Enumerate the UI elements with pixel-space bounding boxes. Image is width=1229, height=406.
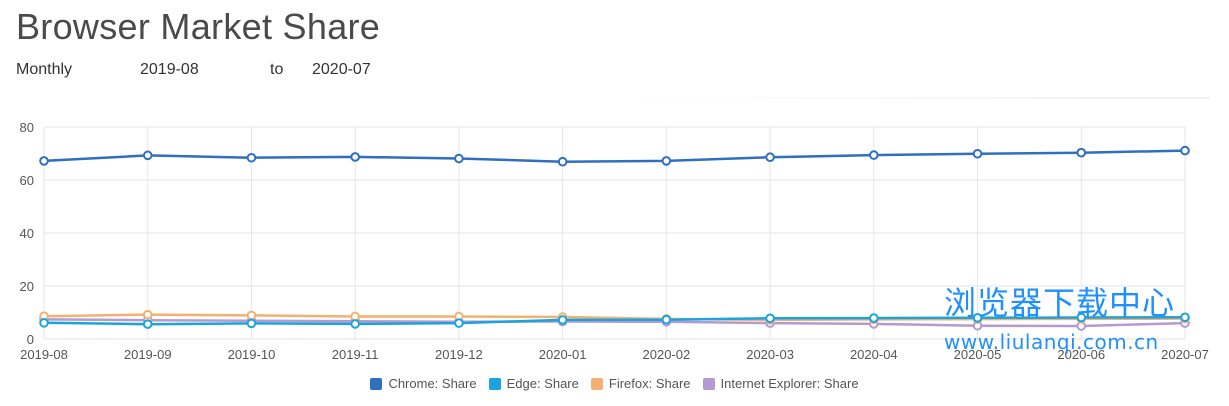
legend-swatch bbox=[590, 378, 603, 390]
data-point[interactable] bbox=[972, 313, 983, 323]
data-point[interactable] bbox=[454, 153, 464, 164]
page-title: Browser Market Share bbox=[16, 6, 381, 47]
legend-label: Edge: Share bbox=[506, 376, 579, 391]
series-line-2 bbox=[43, 313, 1186, 322]
legend-swatch bbox=[370, 378, 383, 390]
data-point[interactable] bbox=[869, 150, 879, 160]
data-point[interactable] bbox=[557, 156, 568, 167]
data-point[interactable] bbox=[765, 313, 775, 324]
watermark-title: 浏览器下载中心 bbox=[944, 284, 1176, 322]
series-lines bbox=[43, 149, 1186, 328]
legend-item[interactable]: Firefox: Share bbox=[590, 376, 691, 391]
x-axis: 2019-08 2019-09 2019-10 2019-11 2019-12 2020-… bbox=[20, 347, 1209, 362]
y-tick-label: 80 bbox=[20, 120, 34, 135]
data-point[interactable] bbox=[142, 150, 153, 161]
chart-legend: Chrome: Share Edge: Share Firefox: Share In… bbox=[0, 376, 1229, 391]
y-tick-label: 40 bbox=[20, 226, 34, 241]
data-point[interactable] bbox=[869, 313, 879, 323]
data-point[interactable] bbox=[972, 148, 983, 159]
data-point[interactable] bbox=[557, 315, 568, 325]
start-date-picker[interactable]: 2019-08 bbox=[140, 61, 199, 78]
x-tick-label: 2019-09 bbox=[124, 347, 172, 362]
legend-label: Chrome: Share bbox=[388, 376, 477, 391]
data-point[interactable] bbox=[661, 314, 672, 325]
x-tick-label: 2019-12 bbox=[435, 347, 483, 362]
series-line-0 bbox=[43, 149, 1186, 163]
legend-item[interactable]: Edge: Share bbox=[488, 376, 579, 391]
y-tick-label: 0 bbox=[27, 332, 34, 347]
x-tick-label: 2019-10 bbox=[228, 347, 276, 362]
x-tick-label: 2020-06 bbox=[1057, 347, 1105, 362]
x-tick-label: 2020-02 bbox=[643, 347, 691, 362]
series-points bbox=[39, 145, 1190, 331]
data-point[interactable] bbox=[142, 319, 153, 329]
x-tick-label: 2019-11 bbox=[332, 347, 379, 362]
data-point[interactable] bbox=[1076, 312, 1087, 323]
data-point[interactable] bbox=[350, 152, 360, 162]
data-point[interactable] bbox=[246, 318, 257, 329]
data-point[interactable] bbox=[661, 156, 672, 166]
data-point[interactable] bbox=[1180, 145, 1190, 156]
x-tick-label: 2020-03 bbox=[746, 347, 794, 362]
data-point[interactable] bbox=[350, 319, 360, 329]
series-line-1 bbox=[43, 316, 1186, 326]
legend-swatch bbox=[702, 378, 715, 390]
x-tick-label: 2019-08 bbox=[20, 347, 68, 362]
y-tick-label: 20 bbox=[20, 279, 34, 294]
data-point[interactable] bbox=[39, 156, 49, 166]
x-tick-label: 2020-01 bbox=[539, 347, 587, 362]
chart-grid bbox=[43, 126, 1186, 340]
data-point[interactable] bbox=[142, 309, 153, 320]
x-tick-label: 2020-05 bbox=[954, 347, 1002, 362]
header-divider bbox=[620, 97, 1210, 99]
data-point[interactable] bbox=[39, 318, 49, 328]
legend-label: Firefox: Share bbox=[608, 376, 691, 391]
watermark: 浏览器下载中心 www.liulanqi.com.cn bbox=[944, 278, 1175, 354]
end-date-picker[interactable]: 2020-07 bbox=[312, 61, 371, 78]
interval-select[interactable]: Monthly bbox=[16, 61, 73, 78]
series-line-3 bbox=[43, 318, 1186, 328]
legend-item[interactable]: Chrome: Share bbox=[370, 376, 477, 391]
data-point[interactable] bbox=[246, 152, 257, 163]
to-label: to bbox=[270, 61, 284, 78]
watermark-url: www.liulanqi.com.cn bbox=[944, 330, 1159, 354]
legend-label: Internet Explorer: Share bbox=[720, 376, 859, 391]
y-axis: 0 20 40 60 80 bbox=[20, 120, 34, 347]
legend-item[interactable]: Internet Explorer: Share bbox=[702, 376, 859, 391]
x-tick-label: 2020-07 bbox=[1161, 347, 1209, 362]
data-point[interactable] bbox=[1076, 147, 1087, 158]
y-tick-label: 60 bbox=[20, 173, 34, 188]
legend-swatch bbox=[488, 378, 501, 390]
data-point[interactable] bbox=[765, 152, 775, 163]
data-point[interactable] bbox=[246, 310, 257, 321]
data-point[interactable] bbox=[454, 318, 464, 328]
x-tick-label: 2020-04 bbox=[850, 347, 898, 362]
data-point[interactable] bbox=[1180, 312, 1190, 323]
